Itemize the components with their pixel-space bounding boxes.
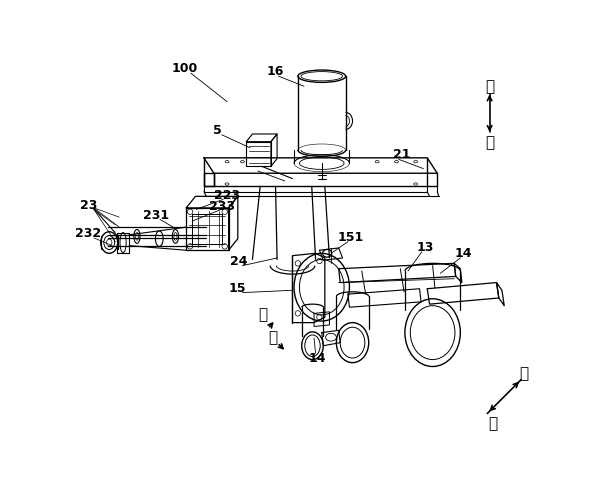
Text: 233: 233 [209,200,235,213]
Text: 下: 下 [485,135,494,150]
Text: 15: 15 [229,282,246,295]
Text: 5: 5 [213,124,222,137]
Text: 231: 231 [143,209,169,222]
Text: 16: 16 [267,65,284,78]
Text: 14: 14 [308,352,326,365]
Text: 前: 前 [268,330,277,345]
Text: 232: 232 [75,227,101,240]
Text: 上: 上 [485,79,494,94]
Text: 100: 100 [172,62,198,75]
Text: 23: 23 [80,199,97,212]
Text: 151: 151 [337,231,364,245]
Text: 24: 24 [230,255,247,268]
Text: 后: 后 [259,307,268,323]
Text: 左: 左 [519,366,528,381]
Text: 14: 14 [455,247,472,260]
Text: 右: 右 [488,416,497,431]
Text: 21: 21 [393,148,411,161]
Text: 13: 13 [416,241,434,253]
Text: 223: 223 [214,189,240,202]
